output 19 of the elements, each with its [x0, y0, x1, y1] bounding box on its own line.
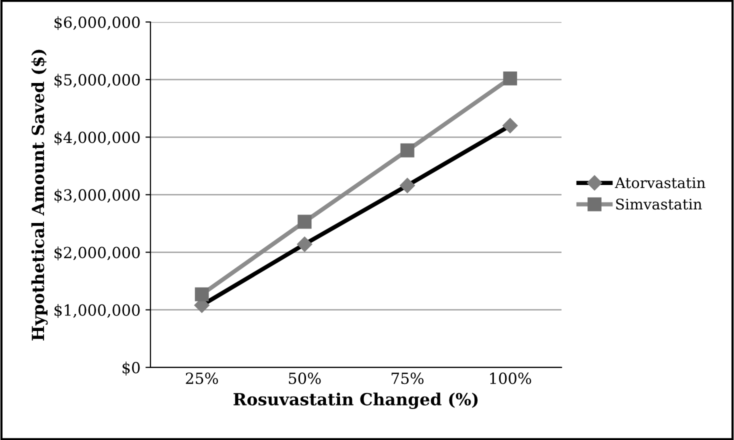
y-tick-label: $5,000,000 [54, 74, 140, 88]
point [400, 143, 414, 158]
x-tick-label: 25% [186, 372, 218, 384]
x-axis-title: Rosuvastatin Changed (%) [234, 392, 478, 409]
point [503, 71, 518, 86]
legend-label: Atorvastatin [614, 177, 706, 188]
y-tick-label: $2,000,000 [54, 246, 140, 260]
x-tick-label: 100% [490, 372, 532, 384]
x-tick-label: 75% [392, 372, 424, 384]
y-axis-title: Hypothetical Amount Saved ($) [31, 50, 48, 340]
y-tick-label: $3,000,000 [54, 188, 140, 203]
x-tick-label: 50% [288, 372, 321, 384]
legend-label: Simvastatin [616, 198, 702, 210]
y-tick-label: $6,000,000 [54, 16, 140, 30]
y-tick-label: $4,000,000 [54, 131, 140, 146]
y-tick-label: $1,000,000 [54, 304, 140, 318]
point [194, 287, 209, 302]
point [298, 214, 312, 229]
y-tick-label: $0 [122, 362, 140, 376]
